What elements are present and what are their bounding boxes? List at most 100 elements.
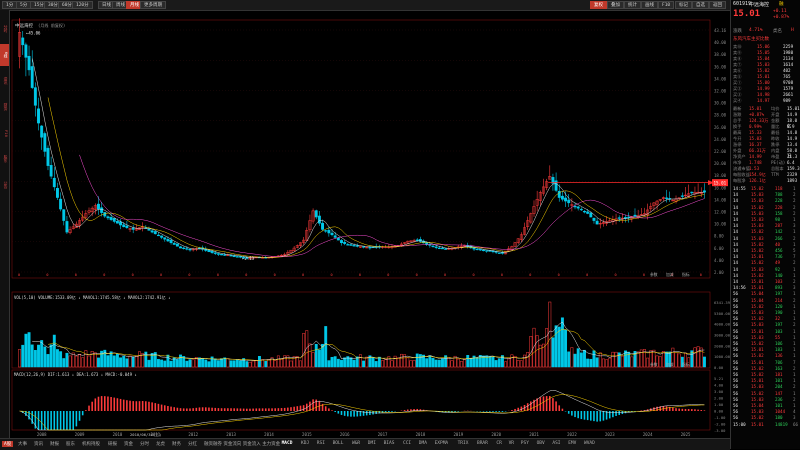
volume-axis-label: 6341.39 — [714, 300, 730, 305]
price-axis-label: 4.00 — [714, 258, 724, 263]
toolbar-tool-button[interactable]: 统计 — [624, 1, 641, 9]
indicator-tab[interactable]: RSI — [316, 441, 325, 446]
bottom-tab[interactable]: 研报 — [108, 442, 117, 447]
indicator-tab[interactable]: 资金流入 — [242, 442, 261, 447]
bottom-tab[interactable]: 财报 — [50, 442, 59, 447]
bottom-tab[interactable]: 分红 — [188, 442, 197, 447]
panel-button[interactable]: 指标 — [682, 272, 690, 277]
sidebar-item[interactable]: F10 — [4, 129, 9, 137]
sidebar-item[interactable]: K线 — [0, 44, 9, 66]
volume-bar — [513, 355, 517, 368]
indicator-tab[interactable]: EMV — [568, 441, 577, 446]
bottom-tab[interactable]: 股东 — [66, 442, 75, 447]
candle-body — [295, 245, 299, 248]
volume-bar — [261, 359, 265, 368]
bottom-tab[interactable]: 分时 — [140, 442, 149, 447]
volume-legend: VOL(5,10) VOLUME:1533.09亿 ↓ MAVOL1:1745.… — [14, 294, 171, 300]
volume-bar — [535, 335, 539, 368]
event-marker: 0 — [132, 273, 134, 277]
tick-time: 56 — [733, 372, 739, 377]
panel-button[interactable]: 参数 — [650, 272, 658, 277]
tick-time: 56 — [733, 359, 739, 365]
indicator-tab[interactable]: CR — [496, 441, 502, 446]
stat-row: 外盘 66.31万 内盘 58.0万 — [733, 148, 799, 158]
volume-bar — [620, 355, 624, 368]
indicator-tab[interactable]: KDJ — [301, 441, 310, 446]
indicator-tab[interactable]: BOLL — [332, 441, 344, 446]
volume-bar — [185, 360, 189, 368]
tick-volume: 49 — [775, 260, 781, 266]
indicator-tab[interactable]: TRIX — [457, 441, 469, 446]
indicator-tab[interactable]: EXPMA — [434, 441, 449, 446]
indicator-tab[interactable]: OBV — [536, 441, 545, 446]
candle-body — [220, 253, 224, 256]
period-button[interactable]: 更多周期 — [140, 1, 166, 9]
tick-row: 56 15.02 147 1 — [733, 391, 799, 397]
candle-body — [100, 207, 104, 213]
period-button[interactable]: 1分 — [2, 1, 18, 9]
bottom-tab[interactable]: 机构持股 — [82, 442, 100, 447]
sidebar-item[interactable]: 财务 — [4, 103, 9, 111]
tick-price: 15.03 — [751, 192, 764, 198]
volume-bar — [699, 347, 703, 368]
indicator-tab[interactable]: PSY — [520, 441, 529, 446]
tick-count: 1 — [793, 272, 796, 278]
bottom-tab[interactable]: A股 — [2, 441, 14, 447]
toolbar-tool-button[interactable]: 标记 — [675, 1, 692, 9]
candle-body — [576, 206, 580, 209]
indicator-tab[interactable]: BIAS — [383, 441, 395, 446]
tick-time: 14:56 — [733, 285, 746, 291]
tick-row: 56 15.03 55 1 — [733, 335, 799, 341]
tick-volume: 287 — [775, 223, 783, 229]
period-button[interactable]: 5分 — [16, 1, 32, 9]
volume-bar — [403, 354, 407, 368]
toolbar-tool-button[interactable]: 复权 — [590, 1, 607, 9]
panel-button[interactable]: 指标 — [682, 362, 690, 367]
toolbar-tool-button[interactable]: 自选 — [692, 1, 709, 9]
period-button[interactable]: 120分 — [72, 1, 93, 9]
panel-button[interactable]: 参数 — [650, 362, 658, 367]
volume-bar — [46, 354, 50, 368]
bottom-tab[interactable]: 资讯 — [34, 442, 43, 447]
tick-row: 56 15.03 236 2 — [733, 397, 799, 403]
volume-bar — [601, 358, 605, 368]
indicator-tab[interactable]: MACD — [281, 441, 293, 446]
indicator-tab[interactable]: VR — [508, 441, 515, 446]
indicator-tab[interactable]: BRAR — [477, 441, 488, 446]
tick-price: 15.04 — [751, 403, 764, 408]
sidebar-item[interactable]: 分时 — [4, 25, 9, 33]
kline-chart-svg[interactable]: 43.16 40.00 38.00 36.00 34.00 32.00 30.00 28.00… — [10, 10, 730, 438]
bottom-tab[interactable]: 财务 — [172, 442, 181, 447]
candle-body — [500, 252, 504, 254]
indicator-tab[interactable]: 融资融券 — [204, 442, 222, 447]
panel-button[interactable]: 加减 — [666, 362, 674, 367]
kline-chart-area[interactable]: 43.16 40.00 38.00 36.00 34.00 32.00 30.00 28.00… — [10, 10, 730, 438]
sidebar-item[interactable]: 股东 — [4, 155, 9, 163]
toolbar-tool-button[interactable]: 返回 — [709, 1, 726, 9]
indicator-tab[interactable]: W&R — [352, 441, 361, 446]
volume-bar — [71, 352, 75, 368]
indicator-tab[interactable]: 资金流向 — [223, 442, 242, 447]
tick-volume: 197 — [775, 291, 783, 297]
tick-price: 15.01 — [751, 254, 764, 260]
toolbar-tool-button[interactable]: F10 — [658, 1, 675, 9]
indicator-tab[interactable]: DMI — [367, 441, 376, 446]
indicator-tab[interactable]: WVAD — [584, 441, 595, 446]
indicator-tab[interactable]: CCI — [403, 441, 412, 446]
bottom-tab[interactable]: 资金 — [124, 442, 133, 447]
indicator-tab[interactable]: DMA — [418, 441, 427, 446]
bottom-tab[interactable]: 龙虎 — [156, 442, 165, 447]
sidebar-item[interactable]: 公告 — [4, 181, 9, 189]
toolbar-tool-button[interactable]: 叠加 — [607, 1, 624, 9]
macd-axis-label: -3.00 — [714, 428, 726, 433]
indicator-tab[interactable]: 主力资金 — [262, 442, 281, 447]
tick-volume: 158 — [775, 210, 783, 216]
sidebar-item[interactable]: 资讯 — [4, 77, 9, 85]
indicator-tab[interactable]: ASI — [552, 441, 561, 446]
panel-button[interactable]: 加减 — [666, 272, 674, 277]
volume-bar — [128, 355, 132, 368]
tick-count: 2 — [793, 365, 796, 371]
bottom-tab[interactable]: 大事 — [18, 442, 27, 447]
candle-body — [358, 246, 362, 248]
toolbar-tool-button[interactable]: 画线 — [641, 1, 658, 9]
